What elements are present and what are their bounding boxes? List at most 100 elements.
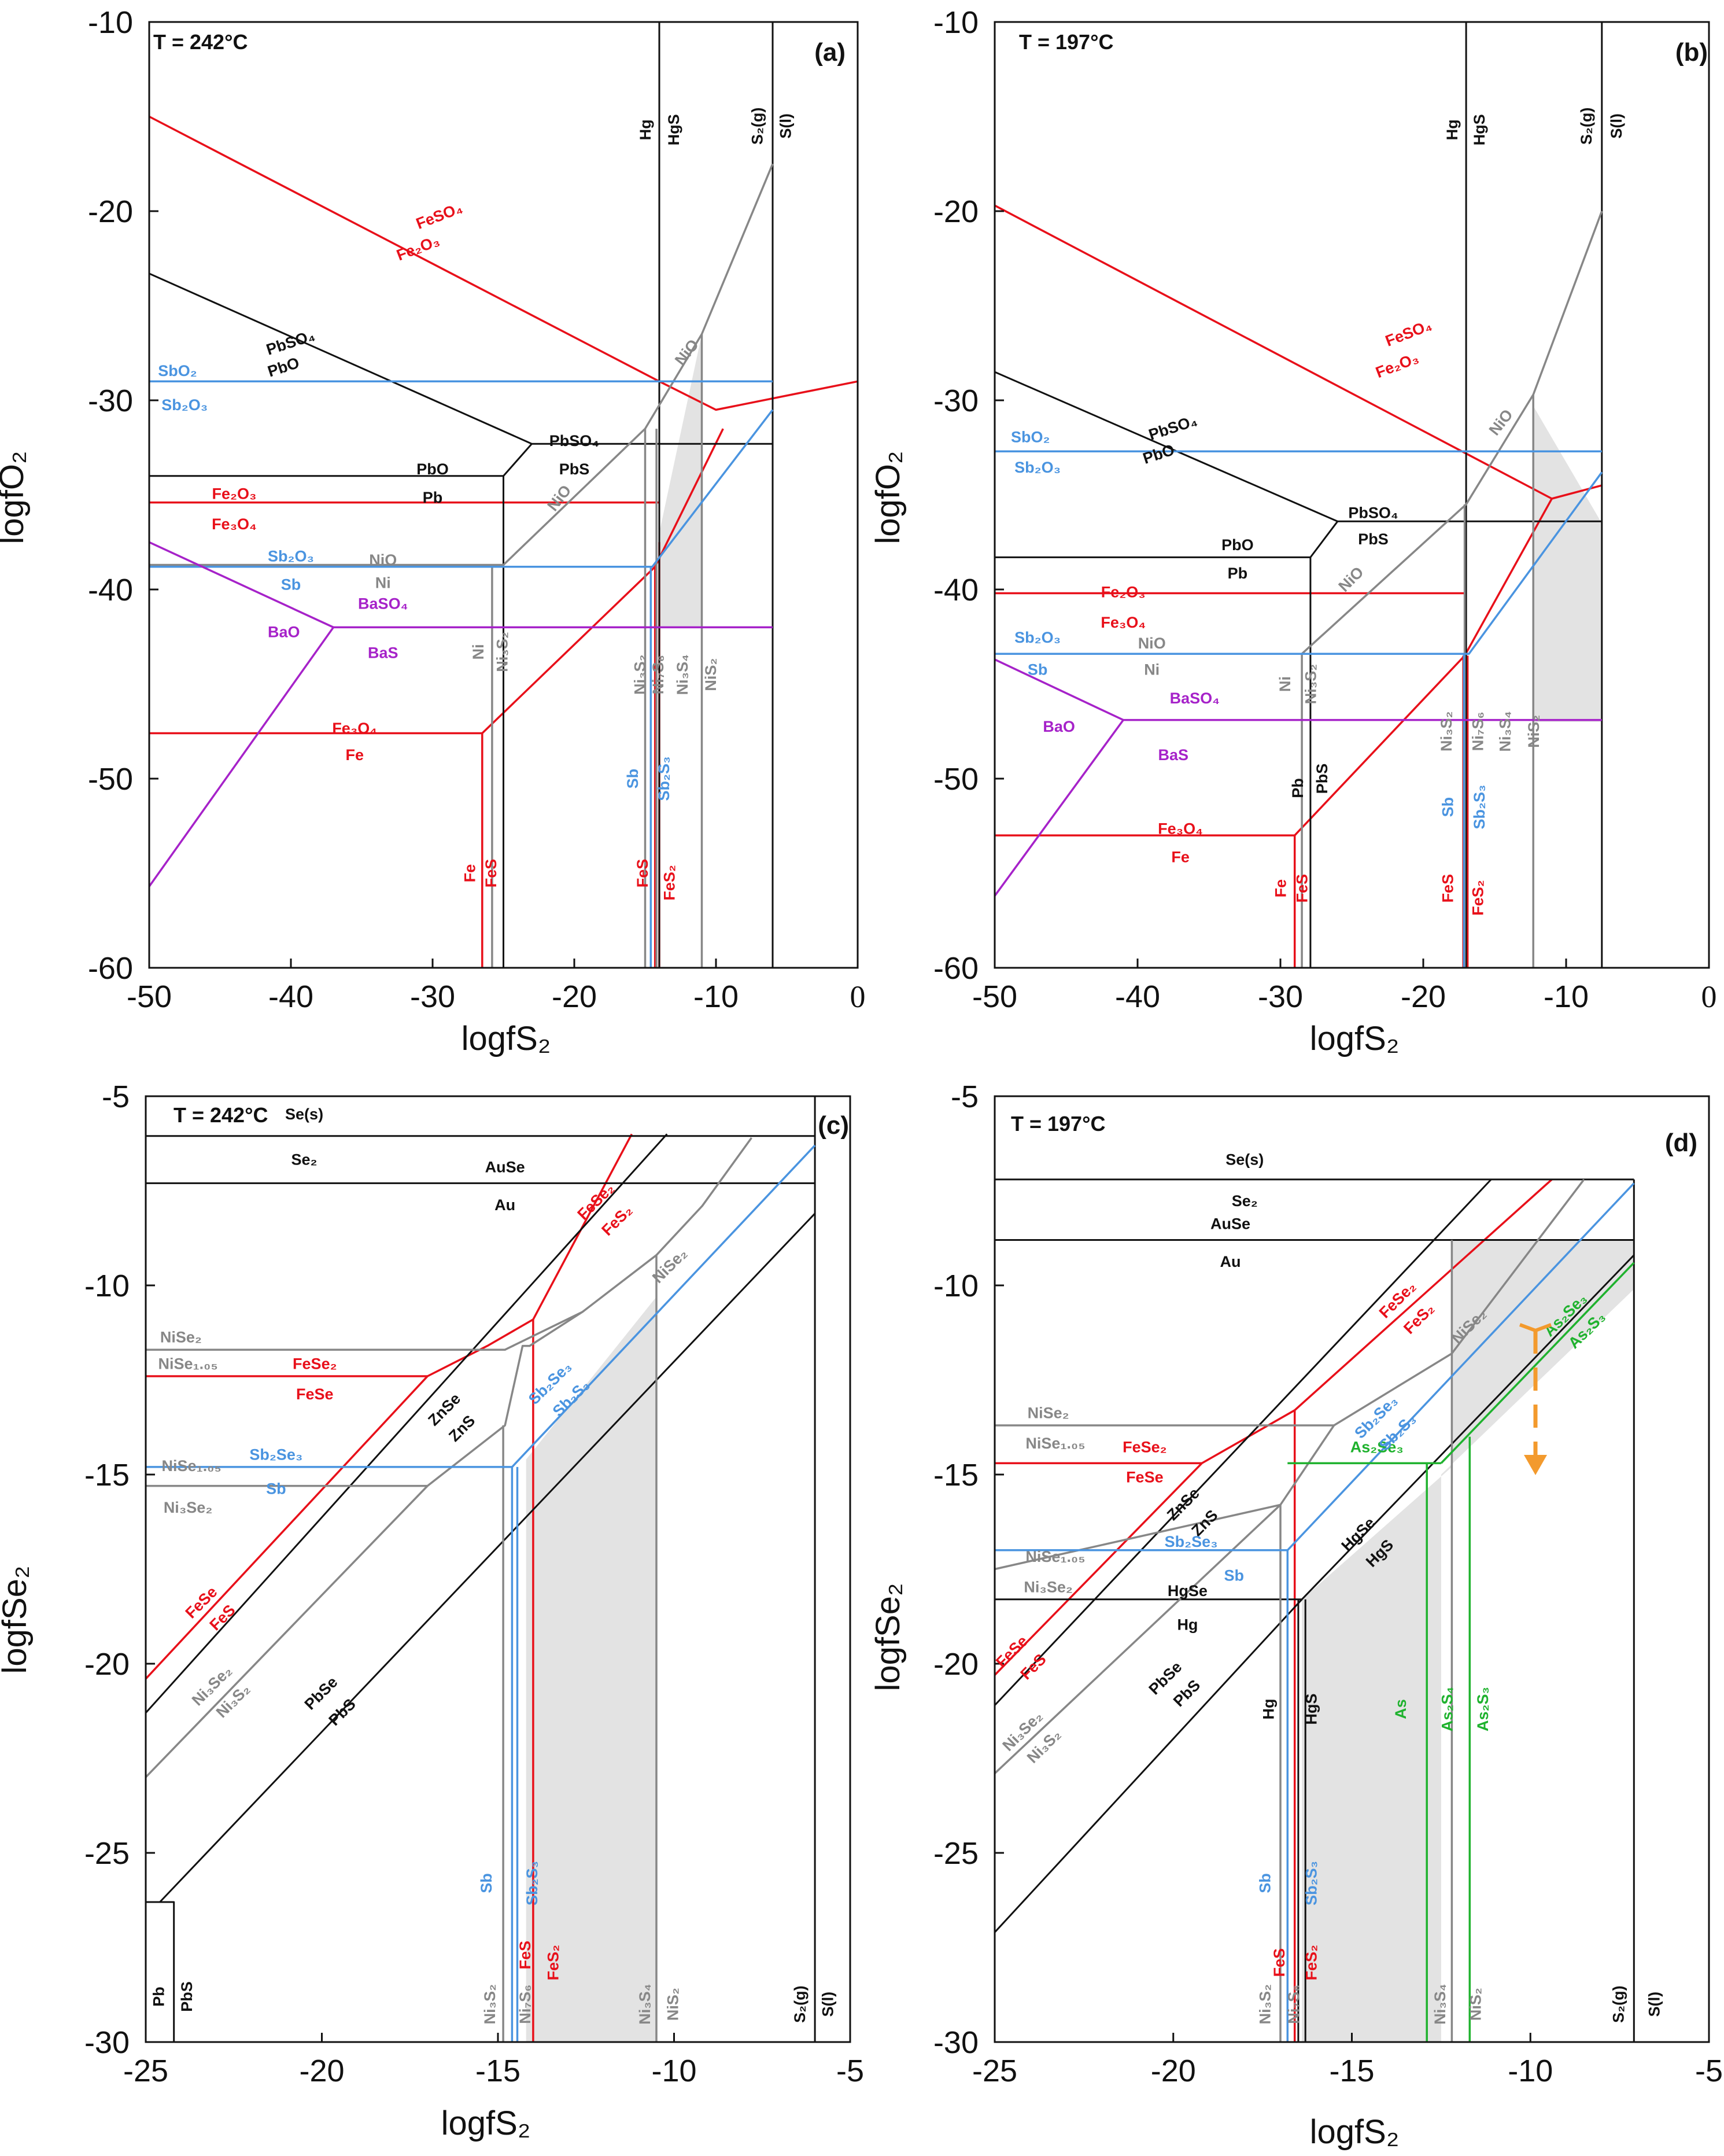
panel-b: -50 -40 -30 -20 -10 0-10-20-30-40-50-60FeSO₄F… xyxy=(869,5,1717,1057)
panel-b-x-tick-label: -20 xyxy=(1401,979,1446,1014)
panel-d-y-tick-label: -20 xyxy=(933,1647,979,1682)
panel-a-field-label: Sb xyxy=(281,576,301,594)
panel-c-boundary-black-5 xyxy=(145,1133,668,1714)
panel-a-field-label: PbO xyxy=(416,460,449,478)
panel-a-field-label: HgS xyxy=(665,114,682,145)
panel-a-plot: -50 -40 -30 -20 -10 0-10-20-30-40-50-60FeSO₄F… xyxy=(88,5,866,1014)
panel-b-field-label: Pb xyxy=(1228,565,1248,582)
panel-a-field-label: PbS xyxy=(559,460,590,478)
panel-a-field-label: Fe xyxy=(461,864,478,883)
panel-b-field-label: PbSO₄ xyxy=(1348,504,1398,521)
panel-c-field-label: Sb xyxy=(266,1480,286,1497)
panel-b-field-label: NiO xyxy=(1138,635,1166,652)
panel-d-field-label: FeS₂ xyxy=(1303,1945,1320,1981)
panel-a-y-tick-label: -20 xyxy=(88,194,133,229)
panel-d-field-label: NiSe₂ xyxy=(1028,1404,1069,1421)
panel-c-boundary-black-6 xyxy=(159,1212,816,1903)
panel-a-field-label: Ni₃S₄ xyxy=(674,654,691,695)
panel-b-field-label: S(l) xyxy=(1608,113,1625,139)
panel-a-field-label: Fe₃O₄ xyxy=(332,720,377,737)
panel-b-field-label: S₂(g) xyxy=(1578,108,1595,145)
panel-a-y-tick-label: -30 xyxy=(88,384,133,418)
panel-d-y-tick-label: -25 xyxy=(933,1836,979,1871)
panel-d-field-label: NiS₂ xyxy=(1467,1988,1485,2021)
panel-d-boundary-black-5 xyxy=(994,1178,1492,1706)
panel-b-x-tick-label: -40 xyxy=(1115,979,1160,1014)
panel-b-field-label: HgS xyxy=(1471,114,1488,145)
panel-a-x-tick-label: -10 xyxy=(693,979,739,1014)
panel-b-x-tick-label: -30 xyxy=(1258,979,1303,1014)
panel-a-x-tick-zero: 0 xyxy=(850,979,866,1014)
panel-b-field-label: PbS xyxy=(1313,764,1331,794)
panel-a-field-label: Sb₂O₃ xyxy=(161,396,208,414)
panel-b-y-tick-label: -50 xyxy=(933,762,979,797)
panel-b-field-label: PbS xyxy=(1358,530,1389,548)
panel-c-boundary-gray-10 xyxy=(145,1137,752,1778)
panel-a-x-tick-label: -50 xyxy=(127,979,172,1014)
panel-d-x-tick-label: -25 xyxy=(972,2054,1017,2088)
panel-c-y-axis-label: logfSe₂ xyxy=(0,1566,34,1674)
panel-a-temperature: T = 242°C xyxy=(153,30,248,54)
panel-b-field-label: Fe xyxy=(1272,879,1290,898)
panel-c-field-label: Sb₂Se₃ xyxy=(249,1446,302,1463)
panel-c-field-label: NiS₂ xyxy=(665,1988,682,2021)
panel-a-field-label: Pb xyxy=(423,489,443,506)
panel-d-field-label: AuSe xyxy=(1210,1215,1250,1232)
panel-a-field-label: S(l) xyxy=(777,113,795,139)
panel-d-field-label: FeSe₂ xyxy=(1123,1438,1167,1455)
panel-b-field-label: Sb₂O₃ xyxy=(1014,459,1061,476)
panel-b-x-tick-label: -10 xyxy=(1544,979,1589,1014)
panel-c-y-tick-label: -15 xyxy=(84,1458,130,1492)
panel-a-boundary-red-2 xyxy=(149,428,724,735)
panel-a-x-tick-label: -20 xyxy=(552,979,597,1014)
panel-d-boundary-gray-13 xyxy=(994,1503,1281,1571)
panel-d-field-label: NiSe₁.₀₅ xyxy=(1025,1435,1085,1452)
panel-a-field-label: BaSO₄ xyxy=(358,595,408,612)
panel-c-field-label: FeS₂ xyxy=(545,1945,562,1981)
panel-a-field-label: NiS₂ xyxy=(702,658,719,691)
panel-b-field-label: Fe₂O₃ xyxy=(1101,584,1146,601)
panel-b-field-label: Ni₃S₂ xyxy=(1302,664,1319,705)
panel-c-x-tick-label: -15 xyxy=(475,2054,520,2088)
panel-a-field-label: Ni₇S₆ xyxy=(649,655,667,694)
panel-d-field-label: Se(s) xyxy=(1225,1151,1264,1168)
panel-d-boundary-green-20 xyxy=(1440,1262,1635,1464)
panel-d-field-label: Ni₃S₄ xyxy=(1431,1984,1449,2024)
panel-c-field-label: Au xyxy=(494,1196,515,1214)
panel-a-y-tick-label: -60 xyxy=(88,951,133,986)
panel-a-field-label: BaS xyxy=(368,644,398,661)
panel-c-field-label: Ni₃S₂ xyxy=(481,1984,499,2025)
panel-b-field-label: Pb xyxy=(1289,778,1306,798)
panel-c-boundary-black-7 xyxy=(146,1901,175,2042)
panel-a-shaded-field xyxy=(659,334,702,628)
panel-a-y-axis-label: logfO₂ xyxy=(0,451,31,544)
panel-c-field-label: PbS xyxy=(178,1981,195,2012)
panel-b-field-label: Ni₃S₂ xyxy=(1438,712,1455,752)
panel-b-label: (b) xyxy=(1675,38,1708,67)
panel-d-field-label: FeS xyxy=(1271,1948,1288,1977)
panel-d-x-axis-label: logfS₂ xyxy=(1310,2113,1400,2151)
panel-d-y-tick-label: -5 xyxy=(951,1079,979,1114)
panel-c-y-tick-label: -20 xyxy=(84,1647,130,1682)
panel-a-field-label: FeS xyxy=(482,859,500,888)
panel-c-field-label: Ni₇S₆ xyxy=(516,1985,534,2024)
arrow-cap xyxy=(1519,1323,1552,1332)
panel-d-boundary-gray-12 xyxy=(994,1178,1585,1774)
panel-c-field-label: S₂(g) xyxy=(791,1985,809,2022)
panel-c-field-label: FeSe₂ xyxy=(293,1355,337,1372)
panel-b-y-tick-label: -60 xyxy=(933,951,979,986)
panel-a-x-tick-label: -40 xyxy=(268,979,313,1014)
panel-c-field-label: AuSe xyxy=(485,1158,525,1175)
panel-c-field-label: Se(s) xyxy=(285,1105,323,1123)
panel-d-x-tick-label: -5 xyxy=(1695,2054,1723,2088)
panel-b-field-label: Fe₃O₄ xyxy=(1101,614,1146,631)
panel-d-field-label: S₂(g) xyxy=(1610,1985,1627,2022)
panel-b-field-label: FeS₂ xyxy=(1469,880,1486,916)
panel-c-boundary-gray-11 xyxy=(504,1311,583,1351)
panel-a-field-label: Hg xyxy=(637,119,654,140)
panel-a-boundary-black-8 xyxy=(503,443,533,477)
panel-a-label: (a) xyxy=(814,38,846,67)
panel-d-field-label: HgSe xyxy=(1168,1582,1208,1600)
panel-c-field-label: Sb xyxy=(478,1873,495,1893)
